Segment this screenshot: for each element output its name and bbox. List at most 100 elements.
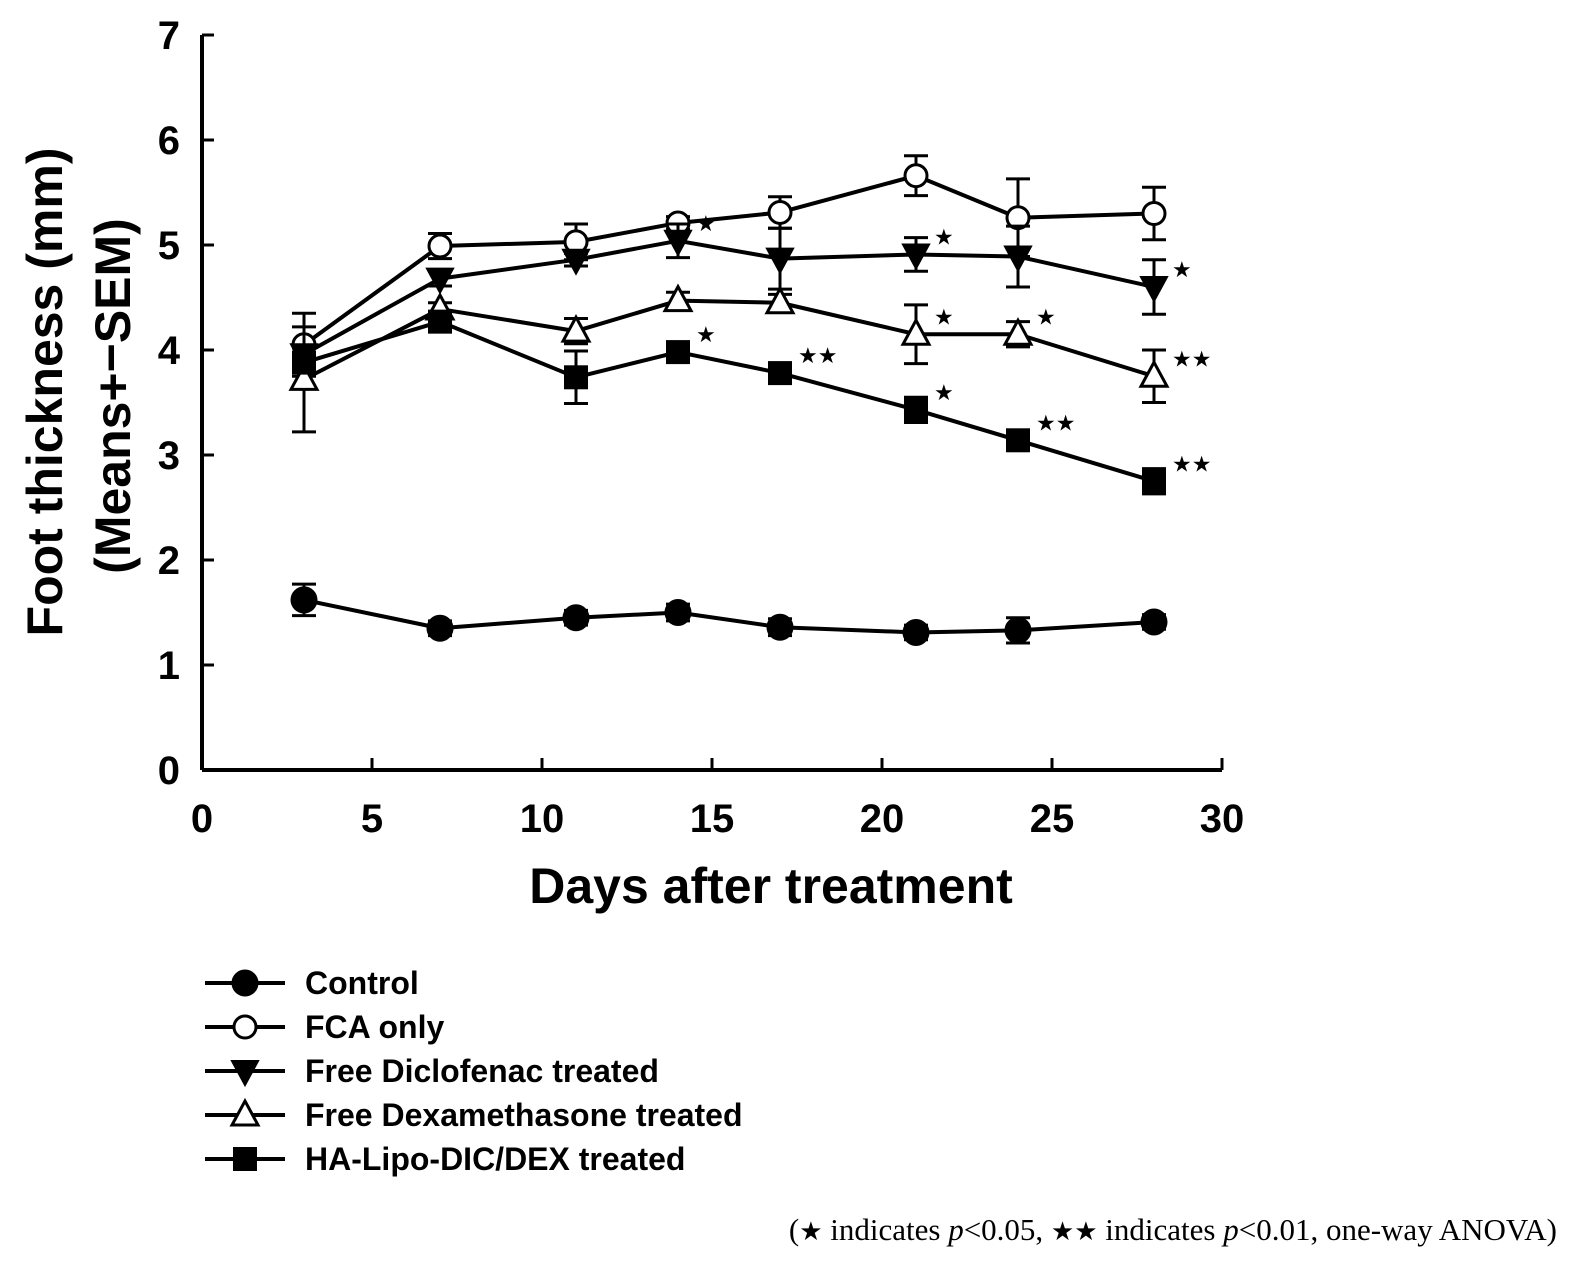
data-point — [903, 163, 929, 189]
significance-mark: ★★ — [1172, 347, 1211, 372]
x-tick-label: 25 — [1030, 797, 1075, 841]
legend-item-free-diclofenac-treated: Free Diclofenac treated — [205, 1053, 659, 1089]
x-tick-label: 10 — [520, 797, 565, 841]
significance-mark: ★★ — [798, 344, 837, 369]
significance-mark: ★ — [696, 323, 716, 348]
data-point — [1002, 317, 1034, 346]
y-tick-label: 1 — [158, 644, 180, 688]
series-layer — [288, 154, 1170, 646]
data-point — [428, 309, 452, 334]
legend-label: HA-Lipo-DIC/DEX treated — [305, 1141, 685, 1177]
data-point — [902, 618, 930, 646]
series-fca-only — [291, 154, 1167, 378]
series-free-diclofenac-treated — [289, 222, 1169, 371]
axes: 0 5 10 15 20 25 30 0 1 2 3 4 5 6 7 — [158, 14, 1245, 841]
data-point — [764, 285, 796, 315]
footnote-double-star: ★★ — [1051, 1217, 1098, 1247]
significance-mark: ★ — [696, 212, 716, 237]
data-point — [427, 233, 453, 259]
series-line — [303, 319, 1155, 484]
legend-marker — [230, 1060, 260, 1088]
x-tick-label: 0 — [191, 797, 213, 841]
x-tick-label: 30 — [1200, 797, 1245, 841]
series-ha-lipo-dic-dex-treated — [292, 309, 1166, 496]
data-point — [288, 362, 320, 391]
y-tick-label: 4 — [158, 329, 181, 373]
data-point — [1138, 359, 1170, 388]
data-point — [766, 613, 794, 641]
series-line — [303, 298, 1155, 382]
y-tick-label: 7 — [158, 14, 180, 58]
significance-mark: ★ — [934, 225, 954, 250]
x-tick-label: 15 — [690, 797, 735, 841]
data-point — [663, 229, 693, 257]
data-point — [664, 599, 692, 626]
legend-marker — [229, 1097, 261, 1127]
data-point — [666, 340, 690, 365]
data-point — [426, 614, 454, 642]
y-tick-label: 5 — [158, 224, 180, 268]
significance-footnote: (★ indicates p<0.05, ★★ indicates p<0.01… — [789, 1212, 1557, 1247]
y-tick-label: 2 — [158, 539, 180, 583]
data-point — [901, 243, 931, 271]
significance-mark: ★ — [1172, 258, 1192, 283]
y-axis-title: Foot thickness (mm) (Means+−SEM) — [17, 148, 141, 637]
series-line — [303, 238, 1155, 356]
footnote-p2: p — [1221, 1212, 1239, 1247]
y-tick-label: 0 — [158, 749, 180, 793]
y-axis-title-pm: − — [83, 343, 139, 372]
footnote-single-star: ★ — [799, 1217, 822, 1247]
data-point — [1006, 428, 1030, 453]
data-point — [1004, 616, 1032, 644]
data-point — [767, 199, 793, 225]
footnote-open-paren: ( — [789, 1212, 799, 1247]
data-point — [1140, 608, 1168, 636]
x-tick-label: 20 — [860, 797, 905, 841]
data-point — [900, 317, 932, 346]
data-point — [1003, 245, 1033, 273]
legend-label: Free Dexamethasone treated — [305, 1097, 743, 1133]
significance-mark: ★★ — [1036, 411, 1075, 436]
x-axis-title: Days after treatment — [529, 858, 1013, 914]
y-tick-label: 3 — [158, 434, 180, 478]
significance-mark: ★★ — [1172, 452, 1211, 477]
legend-marker — [231, 969, 259, 997]
data-point — [662, 283, 694, 313]
series-line — [302, 173, 1155, 347]
footnote-text2: <0.05, — [964, 1212, 1051, 1247]
data-point — [564, 365, 588, 390]
data-point — [562, 604, 590, 632]
significance-annotations: ★★★★ ★★★★★★★★★★★ — [696, 212, 1211, 477]
footnote-p1: p — [946, 1212, 964, 1247]
significance-mark: ★ — [1036, 305, 1056, 330]
data-point — [290, 586, 318, 614]
footnote-text3: indicates — [1098, 1212, 1224, 1247]
y-axis-title-line2: (Means+−SEM) — [83, 218, 141, 574]
y-axis-title-line1: Foot thickness (mm) — [17, 148, 73, 637]
data-point — [425, 267, 455, 295]
legend-label: FCA only — [305, 1009, 444, 1045]
significance-mark: ★ — [934, 381, 954, 406]
significance-mark: ★ — [934, 305, 954, 330]
data-point — [292, 350, 316, 375]
data-point — [1139, 276, 1169, 304]
legend-item-free-dexamethasone-treated: Free Dexamethasone treated — [205, 1097, 743, 1133]
legend-item-fca-only: FCA only — [205, 1009, 444, 1045]
y-axis-title-prefix: (Means+ — [85, 372, 141, 573]
legend-item-ha-lipo-dic-dex-treated: HA-Lipo-DIC/DEX treated — [205, 1141, 685, 1177]
data-point — [560, 313, 592, 343]
data-point — [765, 247, 795, 275]
series-line — [303, 597, 1155, 635]
series-control — [290, 582, 1168, 646]
legend-marker — [232, 1014, 258, 1040]
legend-marker — [233, 1147, 257, 1171]
footnote-text4: <0.01, one-way ANOVA) — [1239, 1212, 1557, 1247]
y-axis-title-suffix: SEM) — [85, 218, 141, 343]
data-point — [768, 361, 792, 386]
y-tick-label: 6 — [158, 119, 180, 163]
data-point — [1142, 469, 1166, 494]
footnote-text1: indicates — [823, 1212, 949, 1247]
x-tick-label: 5 — [361, 797, 383, 841]
legend-item-control: Control — [205, 965, 419, 1001]
